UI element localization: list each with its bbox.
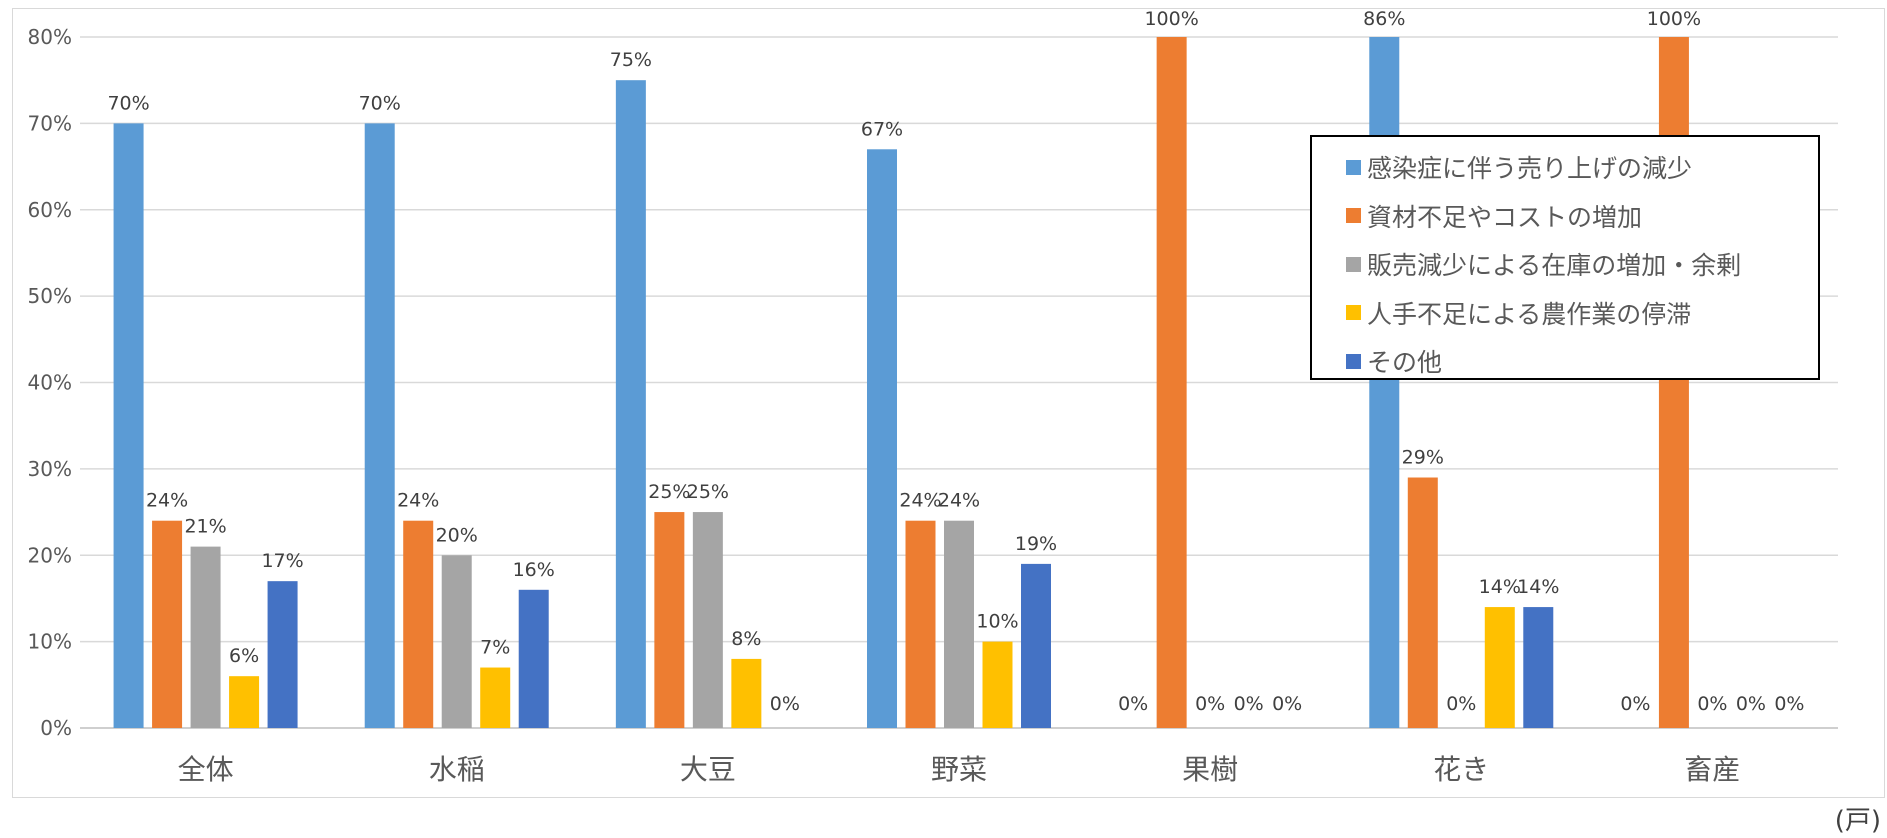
data-label: 100% [1647,8,1701,30]
x-category-label: 畜産 [1684,753,1740,786]
x-category-label: 水稲 [429,753,485,786]
data-label: 0% [770,693,800,715]
bar [654,512,685,728]
data-label: 67% [861,118,903,140]
data-label: 14% [1479,576,1521,598]
bar [190,546,221,728]
x-category-label: 大豆 [680,753,736,786]
data-label: 19% [1015,533,1057,555]
y-tick-label: 0% [40,716,72,740]
data-label: 0% [1195,693,1225,715]
data-label: 70% [359,92,401,114]
bar [1484,607,1515,728]
y-tick-label: 50% [28,284,72,308]
data-label: 0% [1697,693,1727,715]
data-label: 17% [261,550,303,572]
y-tick-label: 60% [28,198,72,222]
legend-swatch [1346,208,1361,224]
legend-item-inventory-surplus: 販売減少による在庫の増加・余剰 [1346,240,1818,289]
data-label: 7% [480,637,510,659]
chart-legend: 感染症に伴う売り上げの減少 資材不足やコストの増加 販売減少による在庫の増加・余… [1310,135,1820,380]
bar [403,520,434,728]
bar [1021,563,1051,728]
x-category-label: 全体 [178,753,234,786]
data-label: 10% [976,611,1018,633]
legend-swatch [1346,305,1361,321]
bar [480,667,511,728]
unit-label: (戸) [1834,806,1881,836]
data-label: 24% [899,490,941,512]
bar [152,520,183,728]
data-label: 14% [1517,576,1559,598]
bar [692,512,723,728]
data-label: 21% [184,516,226,538]
legend-label: 販売減少による在庫の増加・余剰 [1367,251,1742,281]
data-label: 86% [1363,8,1405,30]
data-label: 8% [731,628,761,650]
bar [518,589,549,728]
data-label: 6% [229,645,259,667]
y-tick-label: 20% [28,543,72,567]
legend-item-material-cost: 資材不足やコストの増加 [1346,192,1818,241]
data-label: 29% [1402,447,1444,469]
legend-swatch [1346,159,1361,175]
legend-label: 資材不足やコストの増加 [1367,202,1643,232]
data-label: 75% [610,49,652,71]
data-label: 0% [1272,693,1302,715]
data-label: 0% [1736,693,1766,715]
data-label: 100% [1144,8,1198,30]
data-label: 0% [1118,693,1148,715]
bar [867,149,897,729]
y-tick-label: 10% [28,630,72,654]
data-label: 20% [436,524,478,546]
y-tick-label: 30% [28,457,72,481]
bar [441,555,472,728]
data-label: 0% [1620,693,1650,715]
legend-swatch [1346,256,1361,272]
bar [731,658,762,728]
data-label: 0% [1234,693,1264,715]
data-label: 24% [146,490,188,512]
bar [615,80,646,728]
data-label: 24% [938,490,980,512]
data-label: 24% [397,490,439,512]
y-tick-label: 80% [28,25,72,49]
x-category-label: 花き [1433,753,1489,786]
legend-label: 人手不足による農作業の停滞 [1367,299,1692,329]
bar [982,641,1013,728]
legend-item-other: その他 [1346,337,1818,386]
bar [364,123,395,728]
bar [1523,607,1554,728]
bar [944,520,974,728]
bar [1156,37,1187,728]
data-label: 70% [107,92,149,114]
bar [905,520,936,728]
legend-label: 感染症に伴う売り上げの減少 [1367,154,1693,184]
legend-swatch [1346,353,1361,369]
data-label: 16% [513,559,555,581]
y-tick-label: 70% [28,111,72,135]
data-label: 25% [687,481,729,503]
legend-label: その他 [1367,348,1443,378]
x-category-label: 果樹 [1182,753,1238,786]
y-tick-label: 40% [28,371,72,395]
data-label: 0% [1446,693,1476,715]
data-label: 25% [648,481,690,503]
bar [1407,477,1438,728]
data-label: 0% [1774,693,1804,715]
x-category-label: 野菜 [931,753,987,786]
bar [229,676,260,728]
legend-item-labor-shortage: 人手不足による農作業の停滞 [1346,289,1818,338]
bar [267,581,298,728]
legend-item-sales-decline: 感染症に伴う売り上げの減少 [1346,143,1818,192]
bar [113,123,144,728]
